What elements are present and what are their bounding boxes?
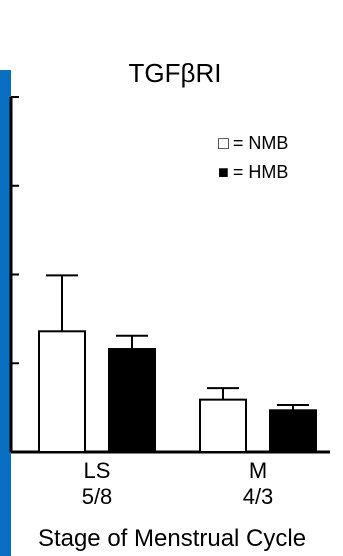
x-tick-n-ls: 5/8 bbox=[82, 484, 113, 509]
bar-hmb-ls bbox=[108, 348, 156, 453]
bar-group bbox=[38, 274, 317, 454]
bar-hmb-m bbox=[269, 409, 317, 454]
chart-title: TGFβRI bbox=[129, 58, 222, 88]
x-axis-title: Stage of Menstrual Cycle bbox=[38, 525, 306, 552]
x-tick-label-ls: LS bbox=[84, 458, 111, 483]
x-tick-n-m: 4/3 bbox=[243, 484, 274, 509]
legend-label-hmb: = HMB bbox=[233, 162, 289, 182]
legend-label-nmb: = NMB bbox=[233, 133, 289, 153]
legend-symbol-hmb: ■ bbox=[218, 162, 229, 182]
legend-entry-hmb: ■ = HMB bbox=[218, 162, 288, 182]
legend-symbol-nmb: □ bbox=[218, 133, 229, 153]
legend-entry-nmb: □ = NMB bbox=[218, 133, 288, 153]
side-color-bar bbox=[0, 70, 11, 556]
legend: □ = NMB ■ = HMB bbox=[218, 133, 288, 182]
bar-nmb-ls bbox=[38, 330, 86, 453]
bar-nmb-m bbox=[199, 398, 247, 454]
x-tick-label-m: M bbox=[249, 458, 267, 483]
y-axis-ticks bbox=[11, 96, 19, 453]
